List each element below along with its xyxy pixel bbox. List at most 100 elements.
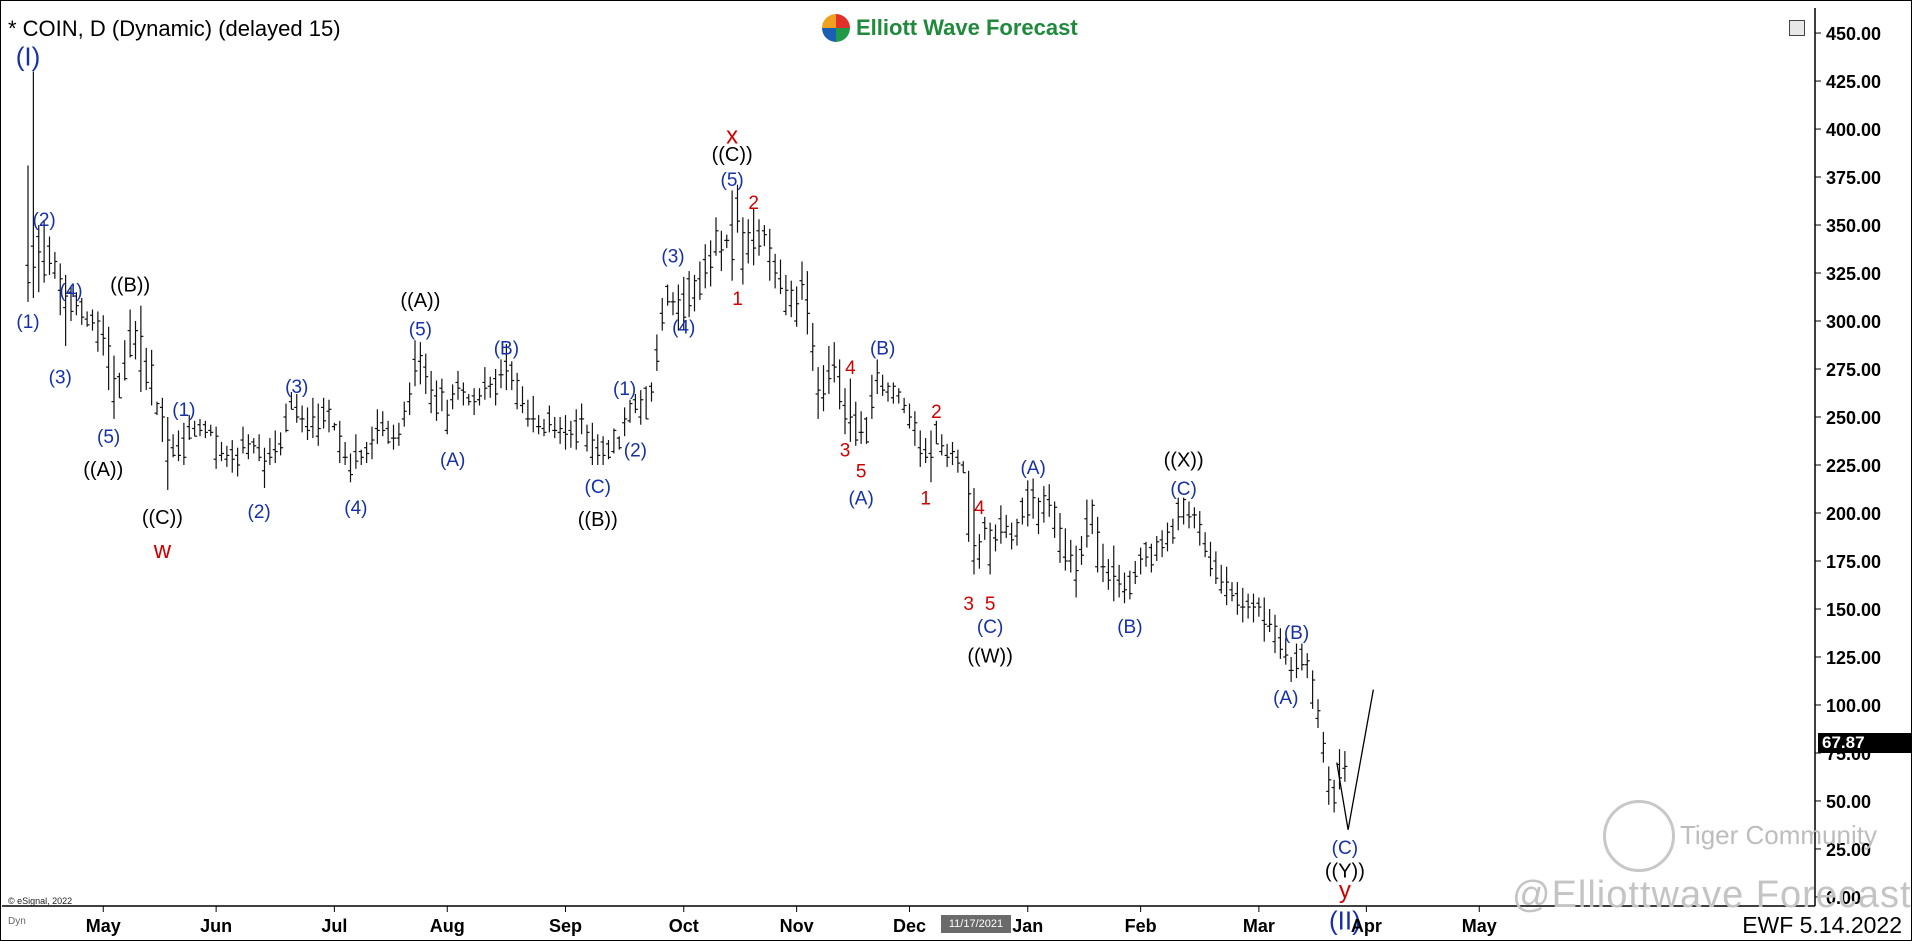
ohlc-bar — [1202, 532, 1208, 558]
ohlc-bar — [670, 292, 676, 316]
wave-label: (5) — [409, 320, 432, 341]
ohlc-bar — [294, 393, 300, 423]
ohlc-bar — [407, 382, 413, 416]
ohlc-bar — [1218, 564, 1224, 594]
ohlc-bar — [1165, 522, 1170, 552]
ohlc-bar — [584, 424, 590, 452]
ohlc-bar — [1310, 670, 1316, 709]
wave-label: (5) — [97, 427, 120, 448]
x-tick-label: Aug — [430, 916, 465, 936]
dyn-label: Dyn — [8, 916, 26, 927]
ohlc-bar — [305, 407, 310, 441]
ohlc-bar — [466, 393, 472, 406]
ohlc-bar — [412, 340, 418, 387]
chart-title: * COIN, D (Dynamic) (delayed 15) — [8, 16, 341, 41]
ohlc-bar — [1041, 486, 1047, 523]
ohlc-bar — [563, 415, 568, 450]
wave-label: 5 — [985, 594, 996, 615]
ohlc-bar — [740, 217, 746, 285]
ohlc-bar — [654, 334, 660, 371]
ohlc-bar — [401, 401, 407, 427]
ohlc-bar — [197, 418, 203, 437]
ohlc-bar — [348, 453, 353, 483]
handle-watermark: @Elliottwave Forecast — [1512, 874, 1912, 916]
wave-label: (3) — [49, 368, 72, 389]
y-tick-label: 25.00 — [1826, 840, 1871, 860]
ohlc-bar — [976, 534, 982, 569]
wave-label: y — [1339, 877, 1351, 904]
ohlc-bar — [1084, 499, 1090, 548]
ohlc-bar — [821, 365, 826, 412]
wave-label: ((B)) — [110, 275, 150, 297]
ohlc-bar — [235, 447, 241, 477]
ohlc-bar — [643, 386, 649, 420]
ohlc-bar — [52, 251, 58, 279]
wave-label: (C) — [1332, 838, 1358, 859]
ohlc-bar — [1315, 699, 1321, 729]
ohlc-bar — [170, 434, 176, 458]
ohlc-bar — [692, 274, 697, 312]
ohlc-bar — [1046, 484, 1052, 517]
ohlc-bar — [1122, 572, 1127, 604]
wave-label: ((A)) — [83, 459, 123, 481]
ohlc-bar — [202, 420, 208, 439]
ohlc-bar — [611, 428, 617, 454]
ohlc-bar — [659, 297, 665, 331]
ohlc-bar — [57, 263, 63, 316]
projection-line — [1336, 689, 1375, 830]
y-tick-label: 425.00 — [1826, 72, 1881, 92]
copyright-note: © eSignal, 2022 — [8, 896, 73, 906]
x-tick-label: May — [1462, 916, 1497, 936]
ohlc-bar — [847, 378, 853, 442]
ohlc-bar — [1229, 582, 1235, 602]
ohlc-bar — [1019, 497, 1025, 525]
ohlc-bar — [374, 409, 380, 444]
ohlc-bar — [536, 415, 542, 435]
ohlc-bar — [41, 221, 47, 283]
window-menu-icon[interactable] — [1789, 20, 1805, 36]
ohlc-bar — [1003, 514, 1009, 538]
ohlc-bar — [493, 369, 499, 406]
ohlc-bar — [745, 219, 751, 264]
ohlc-bar — [993, 524, 998, 552]
ohlc-bar — [1025, 480, 1031, 527]
ohlc-bar — [616, 436, 622, 450]
wave-label: (A) — [1020, 458, 1045, 479]
ohlc-bar — [713, 217, 719, 256]
ohlc-bar — [358, 449, 364, 465]
wave-label: (II) — [1329, 905, 1361, 935]
ohlc-bar — [1036, 497, 1041, 535]
wave-label: (B) — [494, 339, 519, 360]
ohlc-bar — [245, 434, 251, 460]
ohlc-bar — [1052, 501, 1058, 538]
ohlc-bar — [933, 420, 939, 445]
ohlc-bar — [262, 447, 267, 489]
ohlc-bar — [79, 297, 85, 325]
ohlc-bar — [917, 430, 923, 467]
ohlc-bar — [681, 276, 687, 331]
ohlc-bar — [1213, 551, 1219, 585]
y-tick-label: 125.00 — [1826, 648, 1881, 668]
ohlc-bar — [1116, 564, 1122, 598]
ohlc-bar — [439, 378, 445, 412]
ohlc-bar — [482, 367, 488, 400]
ohlc-bar — [240, 426, 246, 454]
wave-label: (4) — [59, 281, 82, 302]
ohlc-bar — [1138, 547, 1144, 575]
ohlc-bar — [928, 430, 934, 483]
ohlc-bar — [772, 253, 778, 289]
wave-label: (3) — [661, 247, 684, 268]
ohlc-bar — [1127, 570, 1133, 600]
wave-label: 3 — [840, 440, 851, 461]
ohlc-bar — [1100, 543, 1106, 583]
ohlc-bar — [783, 274, 789, 316]
y-tick-label: 0.00 — [1826, 888, 1861, 908]
ohlc-bar — [1256, 597, 1262, 617]
ohlc-bar — [428, 370, 434, 414]
ohlc-bar — [1073, 545, 1079, 598]
ohlc-bar — [1057, 512, 1063, 563]
ohlc-bar — [36, 225, 42, 293]
tiger-watermark-icon — [1603, 800, 1675, 872]
ohlc-bar — [864, 417, 869, 444]
